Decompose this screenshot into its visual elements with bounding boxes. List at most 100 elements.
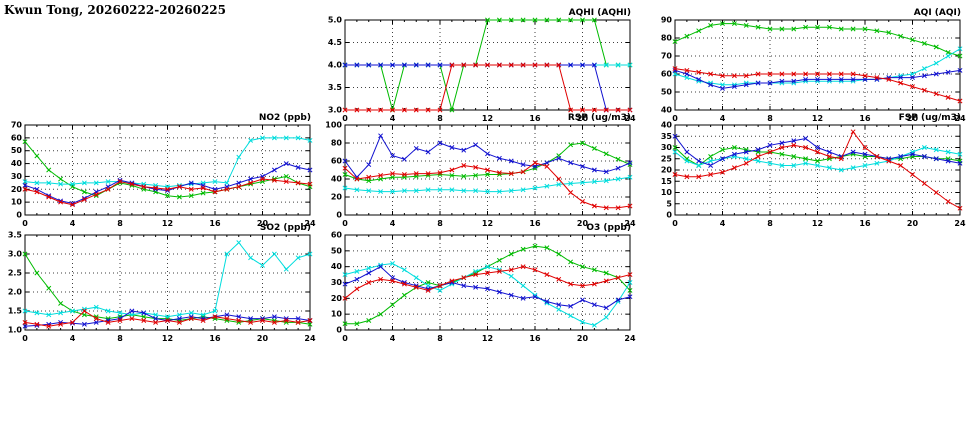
chart-title-aqi: AQI (AQI): [913, 8, 961, 18]
svg-text:12: 12: [812, 219, 823, 228]
axis-labels: 1.0 1.5 2.0 2.5 3.0 3.5 0 4 8 12 16 20 24: [8, 231, 316, 344]
svg-text:12: 12: [482, 219, 493, 228]
svg-text:0: 0: [22, 334, 28, 343]
grid: [25, 125, 310, 215]
page-title: Kwun Tong, 20260222-20260225: [4, 3, 226, 17]
svg-text:40: 40: [331, 175, 343, 184]
svg-text:60: 60: [11, 133, 23, 142]
ticks: [674, 19, 961, 111]
svg-text:16: 16: [209, 334, 221, 343]
chart-fsp: FSP (ug/m3) 0 5 10 15 20 25 30 35 40 0 4 8 12 16 20 24: [661, 113, 966, 228]
svg-text:30: 30: [661, 143, 673, 152]
svg-text:3.0: 3.0: [328, 106, 343, 115]
svg-text:0: 0: [666, 211, 672, 220]
ticks: [24, 124, 311, 216]
svg-text:1.0: 1.0: [8, 326, 23, 335]
svg-text:90: 90: [661, 16, 673, 25]
svg-text:2.0: 2.0: [8, 288, 23, 297]
svg-text:0: 0: [336, 326, 342, 335]
svg-text:20: 20: [257, 219, 269, 228]
chart-so2: SO2 (ppb) 1.0 1.5 2.0 2.5 3.0 3.5 0 4 8 12 16 20 24: [8, 223, 316, 343]
svg-text:24: 24: [624, 334, 636, 343]
series-blue: [672, 67, 963, 91]
svg-text:60: 60: [331, 231, 343, 240]
svg-text:70: 70: [11, 121, 23, 130]
svg-text:20: 20: [331, 193, 343, 202]
svg-text:80: 80: [661, 34, 673, 43]
svg-text:50: 50: [331, 246, 343, 255]
svg-text:16: 16: [529, 114, 541, 123]
chart-canvas-rsp: 0 20 40 60 80 100 0 4 8 12 16 20 24: [325, 121, 636, 229]
axis-labels: 40 50 60 70 80 90 0 4 8 12 16 20 24: [661, 16, 966, 124]
svg-text:8: 8: [767, 114, 773, 123]
svg-text:0: 0: [342, 334, 348, 343]
svg-text:4: 4: [70, 219, 76, 228]
svg-text:20: 20: [577, 334, 589, 343]
svg-text:24: 24: [954, 114, 966, 123]
chart-canvas-o3: 0 10 20 30 40 50 60 0 4 8 12 16 20 24: [331, 231, 636, 344]
svg-text:5: 5: [666, 199, 672, 208]
svg-text:30: 30: [331, 278, 343, 287]
series-green: [342, 140, 633, 184]
svg-text:4: 4: [720, 114, 726, 123]
svg-text:4: 4: [70, 334, 76, 343]
chart-title-no2: NO2 (ppb): [258, 113, 311, 123]
series-green: [22, 139, 313, 200]
svg-text:35: 35: [661, 132, 673, 141]
chart-canvas-aqhi: 3.0 3.5 4.0 4.5 5.0 0 4 8 12 16 20 24: [328, 16, 636, 124]
svg-text:50: 50: [11, 146, 23, 155]
svg-text:0: 0: [672, 219, 678, 228]
series-red: [672, 66, 963, 104]
svg-text:2.5: 2.5: [8, 269, 23, 278]
svg-text:20: 20: [257, 334, 269, 343]
chart-aqhi: AQHI (AQHI) 3.0 3.5 4.0 4.5 5.0 0 4 8 12 16 20 24: [328, 8, 636, 123]
chart-title-so2: SO2 (ppb): [259, 223, 311, 233]
ticks: [674, 124, 961, 216]
ticks: [344, 124, 631, 216]
svg-text:24: 24: [304, 219, 316, 228]
series-blue: [22, 161, 313, 206]
series-red: [22, 176, 313, 208]
chart-rsp: RSP (ug/m3) 0 20 40 60 80 100 0 4 8 12 16 20 24: [325, 113, 636, 228]
axis-labels: 0 10 20 30 40 50 60 0 4 8 12 16 20 24: [331, 231, 636, 344]
svg-text:10: 10: [661, 188, 673, 197]
chart-title-rsp: RSP (ug/m3): [567, 113, 631, 123]
series-red: [342, 264, 633, 301]
svg-text:0: 0: [672, 114, 678, 123]
svg-text:10: 10: [331, 310, 343, 319]
ticks: [344, 234, 631, 331]
svg-text:8: 8: [767, 219, 773, 228]
svg-text:4: 4: [390, 219, 396, 228]
svg-text:80: 80: [331, 139, 343, 148]
chart-no2: NO2 (ppb) 0 10 20 30 40 50 60 70 0 4 8 12 16 20 24: [11, 113, 316, 228]
svg-text:8: 8: [437, 114, 443, 123]
svg-text:16: 16: [529, 334, 541, 343]
svg-text:0: 0: [342, 114, 348, 123]
axis-labels: 0 10 20 30 40 50 60 70 0 4 8 12 16 20 24: [11, 121, 316, 229]
svg-text:40: 40: [11, 159, 23, 168]
svg-text:40: 40: [331, 262, 343, 271]
svg-text:0: 0: [342, 219, 348, 228]
grid: [675, 20, 960, 110]
svg-text:0: 0: [336, 211, 342, 220]
axis-labels: 0 20 40 60 80 100 0 4 8 12 16 20 24: [325, 121, 636, 229]
series-cyan: [22, 135, 313, 190]
svg-text:20: 20: [331, 294, 343, 303]
svg-text:15: 15: [661, 177, 673, 186]
chart-aqi: AQI (AQI) 40 50 60 70 80 90 0 4 8 12 16 20 24: [661, 8, 966, 123]
chart-canvas-aqi: 40 50 60 70 80 90 0 4 8 12 16 20 24: [661, 16, 966, 124]
series-blue: [672, 133, 963, 168]
svg-text:12: 12: [162, 219, 173, 228]
chart-title-fsp: FSP (ug/m3): [898, 113, 961, 123]
svg-text:20: 20: [577, 219, 589, 228]
svg-text:8: 8: [117, 219, 123, 228]
svg-text:3.0: 3.0: [8, 250, 23, 259]
svg-text:16: 16: [209, 219, 221, 228]
chart-canvas-no2: 0 10 20 30 40 50 60 70 0 4 8 12 16 20 24: [11, 121, 316, 229]
svg-text:20: 20: [577, 114, 589, 123]
svg-text:1.5: 1.5: [8, 307, 23, 316]
svg-text:20: 20: [11, 185, 23, 194]
svg-text:4: 4: [720, 219, 726, 228]
grid: [675, 125, 960, 215]
series-green: [672, 145, 963, 168]
